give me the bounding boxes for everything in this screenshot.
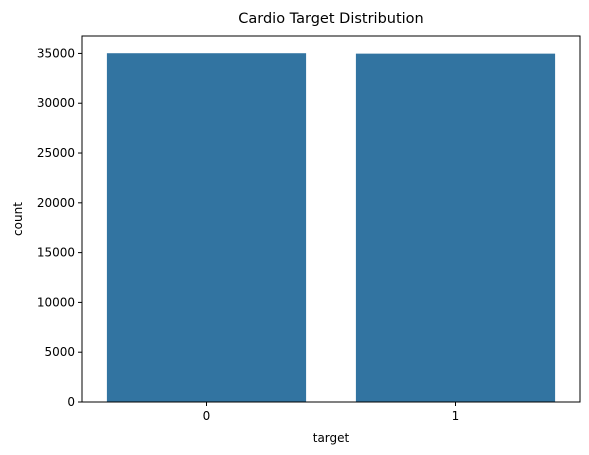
x-tick-label: 1: [452, 409, 460, 423]
y-tick-label: 30000: [37, 96, 75, 110]
plot-frame: [81, 35, 581, 403]
x-tick-label: 0: [203, 409, 211, 423]
bar-0: [106, 53, 307, 403]
y-tick-label: 25000: [37, 146, 75, 160]
y-tick-label: 35000: [37, 46, 75, 60]
y-tick-label: 10000: [37, 295, 75, 309]
y-axis: 0 5000 10000 15000 20000 25000 30000 35000: [37, 46, 82, 409]
y-tick-label: 20000: [37, 196, 75, 210]
bar-1: [355, 53, 556, 402]
y-tick-label: 5000: [44, 345, 75, 359]
y-tick-label: 15000: [37, 246, 75, 260]
x-axis-label: target: [313, 431, 350, 445]
y-axis-label: count: [11, 202, 25, 236]
y-tick-label: 0: [67, 395, 75, 409]
chart-title: Cardio Target Distribution: [238, 11, 424, 27]
bars-group: [106, 53, 556, 403]
